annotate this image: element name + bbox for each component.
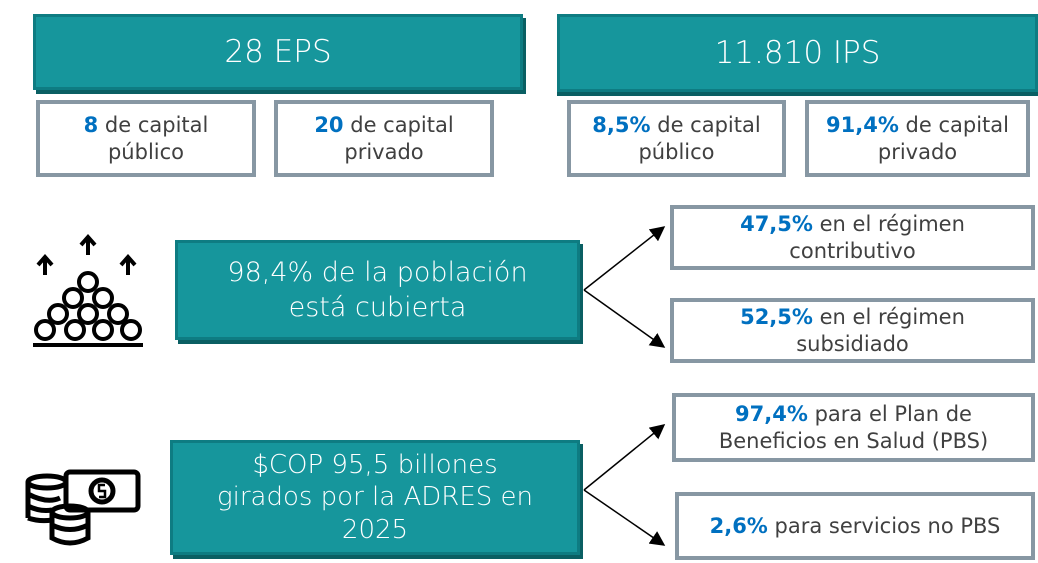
- card-text: en el régimen contributivo: [789, 212, 965, 263]
- card-text: de capital privado: [344, 113, 454, 164]
- card-text: de capital público: [104, 113, 209, 164]
- ips-public-card: 8,5% de capital público: [567, 100, 786, 177]
- highlight: 97,4%: [735, 402, 808, 427]
- ips-title: 11.810 IPS: [557, 14, 1038, 92]
- eps-title: 28 EPS: [33, 14, 523, 90]
- highlight: 2,6%: [709, 513, 768, 538]
- non-pbs-card: 2,6% para servicios no PBS: [675, 492, 1035, 560]
- arrows: [583, 226, 666, 546]
- ips-private-card: 91,4% de capital privado: [805, 100, 1030, 177]
- card-text: de capital privado: [877, 113, 1009, 164]
- subsidized-card: 52,5% en el régimen subsidiado: [670, 298, 1035, 363]
- highlight: 52,5%: [740, 305, 813, 330]
- card-text: para servicios no PBS: [774, 513, 1001, 538]
- eps-private-card: 20 de capital privado: [274, 100, 494, 177]
- money-icon: [25, 469, 141, 546]
- card-text: en el régimen subsidiado: [796, 305, 965, 356]
- highlight: 47,5%: [740, 212, 813, 237]
- eps-public-card: 8 de capital público: [36, 100, 256, 177]
- highlight: 8: [83, 113, 99, 138]
- card-text: para el Plan de Beneficios en Salud (PBS…: [718, 402, 989, 453]
- highlight: 8,5%: [592, 113, 651, 138]
- card-text: de capital público: [638, 113, 761, 164]
- pbs-card: 97,4% para el Plan de Beneficios en Salu…: [672, 393, 1035, 462]
- highlight: 91,4%: [826, 113, 899, 138]
- highlight: 20: [314, 113, 344, 138]
- coverage-title: 98,4% de la población está cubierta: [175, 240, 580, 340]
- funds-title: $COP 95,5 billones girados por la ADRES …: [170, 440, 580, 555]
- people-icon: [33, 233, 143, 347]
- contributive-card: 47,5% en el régimen contributivo: [670, 205, 1035, 270]
